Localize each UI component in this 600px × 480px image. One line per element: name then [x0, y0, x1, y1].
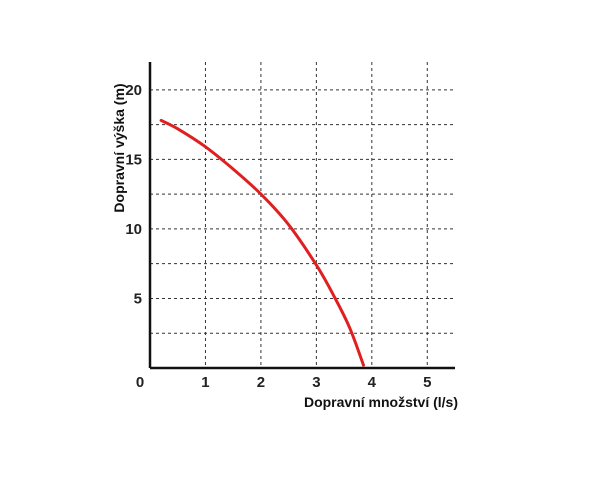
- y-axis-title: Dopravní výška (m): [111, 83, 127, 212]
- y-tick-label: 10: [125, 221, 142, 238]
- x-axis-title: Dopravní množství (l/s): [304, 394, 458, 410]
- series-layer: [159, 118, 365, 367]
- axes: [148, 62, 455, 370]
- grid-lines: [150, 62, 455, 368]
- x-tick-label: 1: [201, 374, 209, 391]
- tick-labels: 0 1 2 3 4 5 5 10 15 20: [125, 82, 431, 391]
- x-tick-label: 0: [136, 374, 144, 391]
- pump-curve-line: [159, 118, 365, 367]
- y-tick-label: 20: [125, 82, 142, 99]
- x-tick-label: 4: [368, 374, 377, 391]
- y-tick-label: 15: [125, 151, 142, 168]
- x-tick-label: 5: [423, 374, 431, 391]
- x-tick-label: 2: [257, 374, 265, 391]
- y-tick-label: 5: [134, 290, 142, 307]
- x-tick-label: 3: [312, 374, 320, 391]
